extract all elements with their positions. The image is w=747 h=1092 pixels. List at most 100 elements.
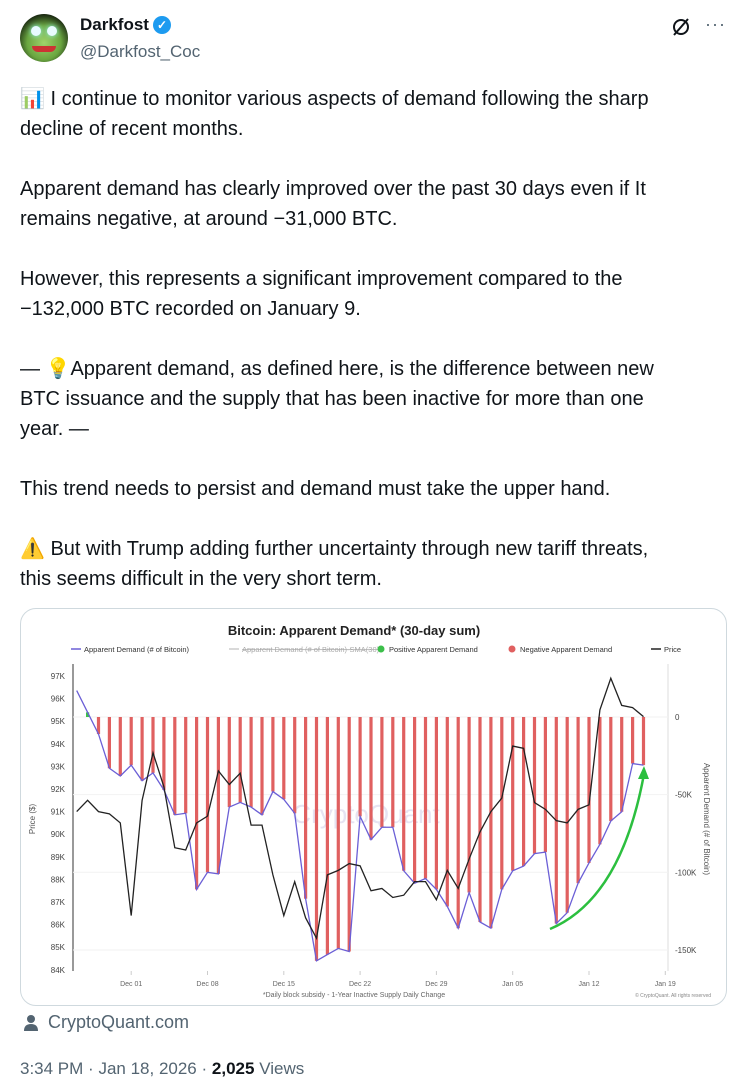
tweet-paragraph: ⚠️ But with Trump adding further uncerta… (20, 534, 732, 594)
tweet-paragraph: This trend needs to persist and demand m… (20, 474, 732, 504)
negative-demand-bar (216, 717, 220, 874)
y-tick-right: -50K (675, 791, 693, 800)
legend-item[interactable]: Price (664, 645, 681, 654)
tweet-date[interactable]: Jan 18, 2026 (98, 1059, 197, 1078)
y-tick-left: 95K (51, 717, 66, 726)
x-tick: Jan 12 (578, 981, 599, 988)
negative-demand-bar (380, 717, 384, 828)
legend-item[interactable]: Negative Apparent Demand (520, 645, 612, 654)
tweet-paragraph: However, this represents a significant i… (20, 264, 732, 324)
negative-demand-bar (227, 717, 231, 808)
author-name-row[interactable]: Darkfost ✓ (80, 15, 171, 35)
negative-demand-bar (238, 717, 242, 803)
legend-swatch (508, 645, 516, 653)
chart-watermark: CryptoQuant (292, 799, 440, 829)
author-name[interactable]: Darkfost (80, 15, 149, 34)
view-count: 2,025 (211, 1059, 255, 1078)
negative-demand-bar (282, 717, 286, 800)
tweet-paragraph: 📊 I continue to monitor various aspects … (20, 84, 732, 144)
negative-demand-bar (631, 717, 635, 764)
negative-demand-bar (402, 717, 406, 871)
negative-demand-bar (467, 717, 471, 893)
negative-demand-bar (609, 717, 613, 822)
negative-demand-bar (293, 717, 297, 814)
verified-badge-icon: ✓ (152, 16, 171, 34)
negative-demand-bar (445, 717, 449, 907)
y-tick-left: 87K (51, 898, 66, 907)
apparent-demand-line (76, 690, 644, 962)
tweet-line: BTC issuance and the supply that has bee… (20, 388, 644, 410)
x-tick: Dec 15 (273, 981, 295, 988)
negative-demand-bar (532, 717, 537, 854)
tweet-line: 📊 I continue to monitor various aspects … (20, 88, 649, 110)
negative-demand-bar (456, 717, 460, 929)
tweet-line: However, this represents a significant i… (20, 268, 623, 290)
negative-demand-bar (358, 717, 362, 817)
chart-copyright: © CryptoQuant. All rights reserved (635, 992, 711, 999)
negative-demand-bar (522, 717, 526, 867)
chart-legend: Apparent Demand (# of Bitcoin) Apparent D… (71, 645, 681, 654)
negative-demand-bar (587, 717, 591, 863)
negative-demand-bar (140, 717, 144, 781)
negative-demand-bar (478, 717, 482, 922)
tweet-paragraph: Apparent demand has clearly improved ove… (20, 174, 732, 234)
negative-demand-bar (205, 717, 210, 873)
negative-demand-bar (369, 717, 373, 840)
left-axis-label: Price ($) (28, 804, 37, 835)
y-tick-left: 93K (51, 762, 66, 771)
negative-demand-bar (423, 717, 428, 879)
y-tick-left: 84K (51, 966, 66, 975)
tweet-line: This trend needs to persist and demand m… (20, 478, 611, 500)
right-axis-label: Apparent Demand (# of Bitcoin) (702, 763, 711, 875)
y-tick-left: 94K (51, 740, 66, 749)
source-link-label[interactable]: CryptoQuant.com (48, 1012, 190, 1032)
tweet-time[interactable]: 3:34 PM (20, 1059, 84, 1078)
negative-demand-bar (565, 717, 569, 913)
negative-demand-bar (500, 717, 504, 890)
source-link[interactable]: CryptoQuant.com (22, 1012, 189, 1033)
negative-demand-bar (107, 717, 111, 769)
legend-item[interactable]: Apparent Demand (# of Bitcoin)-SMA(30) (242, 645, 380, 654)
tweet-line: ⚠️ But with Trump adding further uncerta… (20, 538, 649, 560)
avatar-eye (47, 26, 57, 36)
negative-demand-bar (391, 717, 395, 828)
legend-swatch (377, 645, 385, 653)
negative-demand-bar (249, 717, 253, 808)
negative-demand-bar (434, 717, 438, 890)
author-handle[interactable]: @Darkfost_Coc (80, 42, 201, 61)
tweet-line: remains negative, at around −31,000 BTC. (20, 208, 398, 230)
tweet-paragraph: — 💡Apparent demand, as defined here, is … (20, 354, 732, 444)
negative-demand-bar (314, 717, 319, 961)
y-tick-left: 89K (51, 853, 66, 862)
x-tick: Dec 29 (425, 981, 447, 988)
negative-demand-bar (511, 717, 515, 871)
y-tick-left: 97K (51, 672, 66, 681)
chart-image-card[interactable]: Bitcoin: Apparent Demand* (30-day sum) A… (20, 608, 727, 1006)
avatar[interactable] (20, 14, 68, 62)
chart-title: Bitcoin: Apparent Demand* (30-day sum) (228, 623, 480, 638)
negative-demand-bar (129, 717, 133, 766)
negative-demand-bar (543, 717, 547, 853)
grok-icon[interactable] (670, 16, 692, 44)
legend-item[interactable]: Apparent Demand (# of Bitcoin) (84, 645, 190, 654)
negative-demand-bar (413, 717, 417, 884)
y-tick-left: 91K (51, 808, 66, 817)
y-tick-left: 90K (51, 830, 66, 839)
negative-demand-bar (304, 717, 308, 899)
tweet-text: 📊 I continue to monitor various aspects … (20, 84, 732, 624)
more-icon[interactable]: ··· (705, 14, 726, 34)
tweet-line: −132,000 BTC recorded on January 9. (20, 298, 361, 320)
legend-item[interactable]: Positive Apparent Demand (389, 645, 478, 654)
negative-demand-bar (260, 717, 264, 815)
tweet-line: decline of recent months. (20, 118, 244, 140)
negative-demand-bar (336, 717, 340, 949)
negative-demand-bar (271, 717, 275, 792)
y-tick-right: -150K (675, 946, 697, 955)
separator: · (201, 1059, 208, 1078)
tweet-line: Apparent demand has clearly improved ove… (20, 178, 646, 200)
green-arrowhead (638, 766, 649, 779)
tweet-line: this seems difficult in the very short t… (20, 568, 382, 590)
y-tick-left: 88K (51, 875, 66, 884)
person-icon (24, 1014, 38, 1031)
negative-demand-bar (598, 717, 602, 845)
